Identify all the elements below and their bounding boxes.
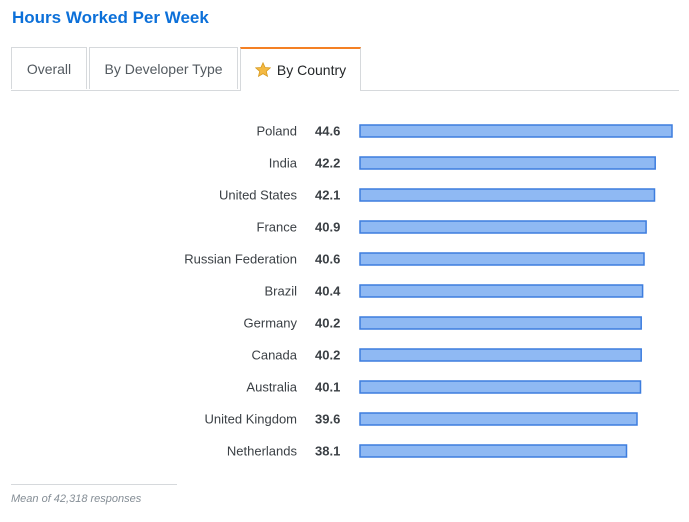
category-label-australia: Australia: [246, 380, 297, 395]
category-label-netherlands: Netherlands: [227, 444, 298, 459]
bar-brazil[interactable]: [359, 284, 644, 298]
tab-by-country-label: By Country: [276, 62, 347, 78]
bar-france[interactable]: [359, 220, 647, 234]
value-label-canada: 40.2: [315, 348, 340, 363]
tab-overall-label: Overall: [26, 60, 72, 77]
tab-by-developer-type-label: By Developer Type: [104, 60, 223, 77]
bar-germany[interactable]: [359, 316, 642, 330]
value-label-poland: 44.6: [315, 124, 340, 139]
tab-by-country[interactable]: By Country: [240, 47, 361, 91]
category-label-united-states: United States: [219, 188, 298, 203]
category-label-united-kingdom: United Kingdom: [205, 412, 298, 427]
footnote-divider: [11, 484, 177, 485]
category-label-russian-federation: Russian Federation: [184, 252, 297, 267]
bar-india[interactable]: [359, 156, 656, 170]
chart-title: Hours Worked Per Week: [12, 8, 209, 27]
value-label-united-states: 42.1: [315, 188, 340, 203]
bar-united-states[interactable]: [359, 188, 656, 202]
value-label-united-kingdom: 39.6: [315, 412, 340, 427]
value-label-australia: 40.1: [315, 380, 340, 395]
bar-poland[interactable]: [359, 124, 673, 138]
star-icon: [254, 62, 271, 78]
bar-australia[interactable]: [359, 380, 642, 394]
bar-netherlands[interactable]: [359, 444, 628, 458]
tab-by-developer-type[interactable]: By Developer Type: [89, 47, 238, 89]
category-label-france: France: [257, 220, 297, 235]
response-count-note: Mean of 42,318 responses: [11, 493, 142, 505]
category-label-india: India: [269, 156, 298, 171]
tab-bar: Overall By Developer Type By Country: [11, 47, 679, 91]
category-label-poland: Poland: [257, 124, 297, 139]
bar-united-kingdom[interactable]: [359, 412, 638, 426]
value-label-germany: 40.2: [315, 316, 340, 331]
value-label-india: 42.2: [315, 156, 340, 171]
category-label-germany: Germany: [244, 316, 298, 331]
value-label-russian-federation: 40.6: [315, 252, 340, 267]
value-label-france: 40.9: [315, 220, 340, 235]
category-label-canada: Canada: [251, 348, 297, 363]
category-label-brazil: Brazil: [264, 284, 297, 299]
value-label-brazil: 40.4: [315, 284, 341, 299]
bar-russian-federation[interactable]: [359, 252, 645, 266]
value-label-netherlands: 38.1: [315, 444, 340, 459]
tab-overall[interactable]: Overall: [11, 47, 87, 89]
bar-canada[interactable]: [359, 348, 642, 362]
